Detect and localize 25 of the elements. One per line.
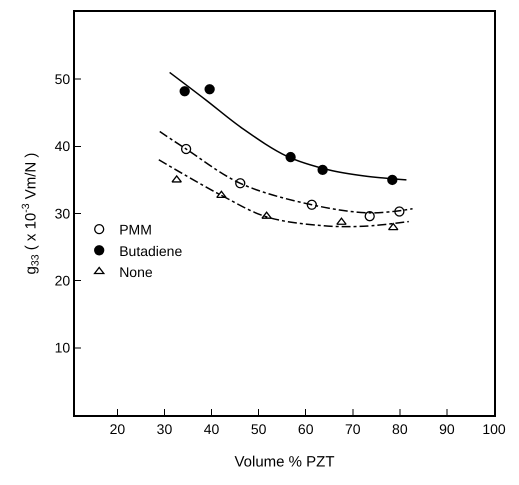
line-series bbox=[168, 72, 408, 181]
x-tick-label: 50 bbox=[250, 420, 267, 437]
y-tick-label: 50 bbox=[54, 71, 70, 88]
x-tick-label: 80 bbox=[392, 420, 408, 437]
x-tick-label: 30 bbox=[156, 420, 172, 437]
y-tick-label: 10 bbox=[54, 340, 70, 356]
legend-label: Butadiene bbox=[119, 242, 182, 259]
point bbox=[204, 84, 215, 94]
legend-label: PMM bbox=[119, 222, 152, 238]
x-tick-label: 70 bbox=[344, 420, 361, 437]
point bbox=[364, 211, 375, 222]
y-tick-label: 40 bbox=[54, 138, 70, 154]
point bbox=[171, 175, 182, 183]
x-tick-label: 60 bbox=[298, 420, 314, 437]
point bbox=[180, 144, 192, 154]
x-tick-label: 40 bbox=[204, 420, 220, 437]
legend-label: None bbox=[119, 264, 153, 280]
x-axis-title: Volume % PZT bbox=[234, 453, 335, 470]
x-tick-label: 100 bbox=[482, 420, 506, 437]
y-tick-label: 30 bbox=[54, 205, 70, 222]
line-series bbox=[158, 159, 410, 228]
x-tick-label: 20 bbox=[110, 420, 126, 437]
point bbox=[180, 86, 190, 96]
y-tick-label: 20 bbox=[54, 272, 70, 289]
x-tick-label: 90 bbox=[439, 420, 455, 437]
